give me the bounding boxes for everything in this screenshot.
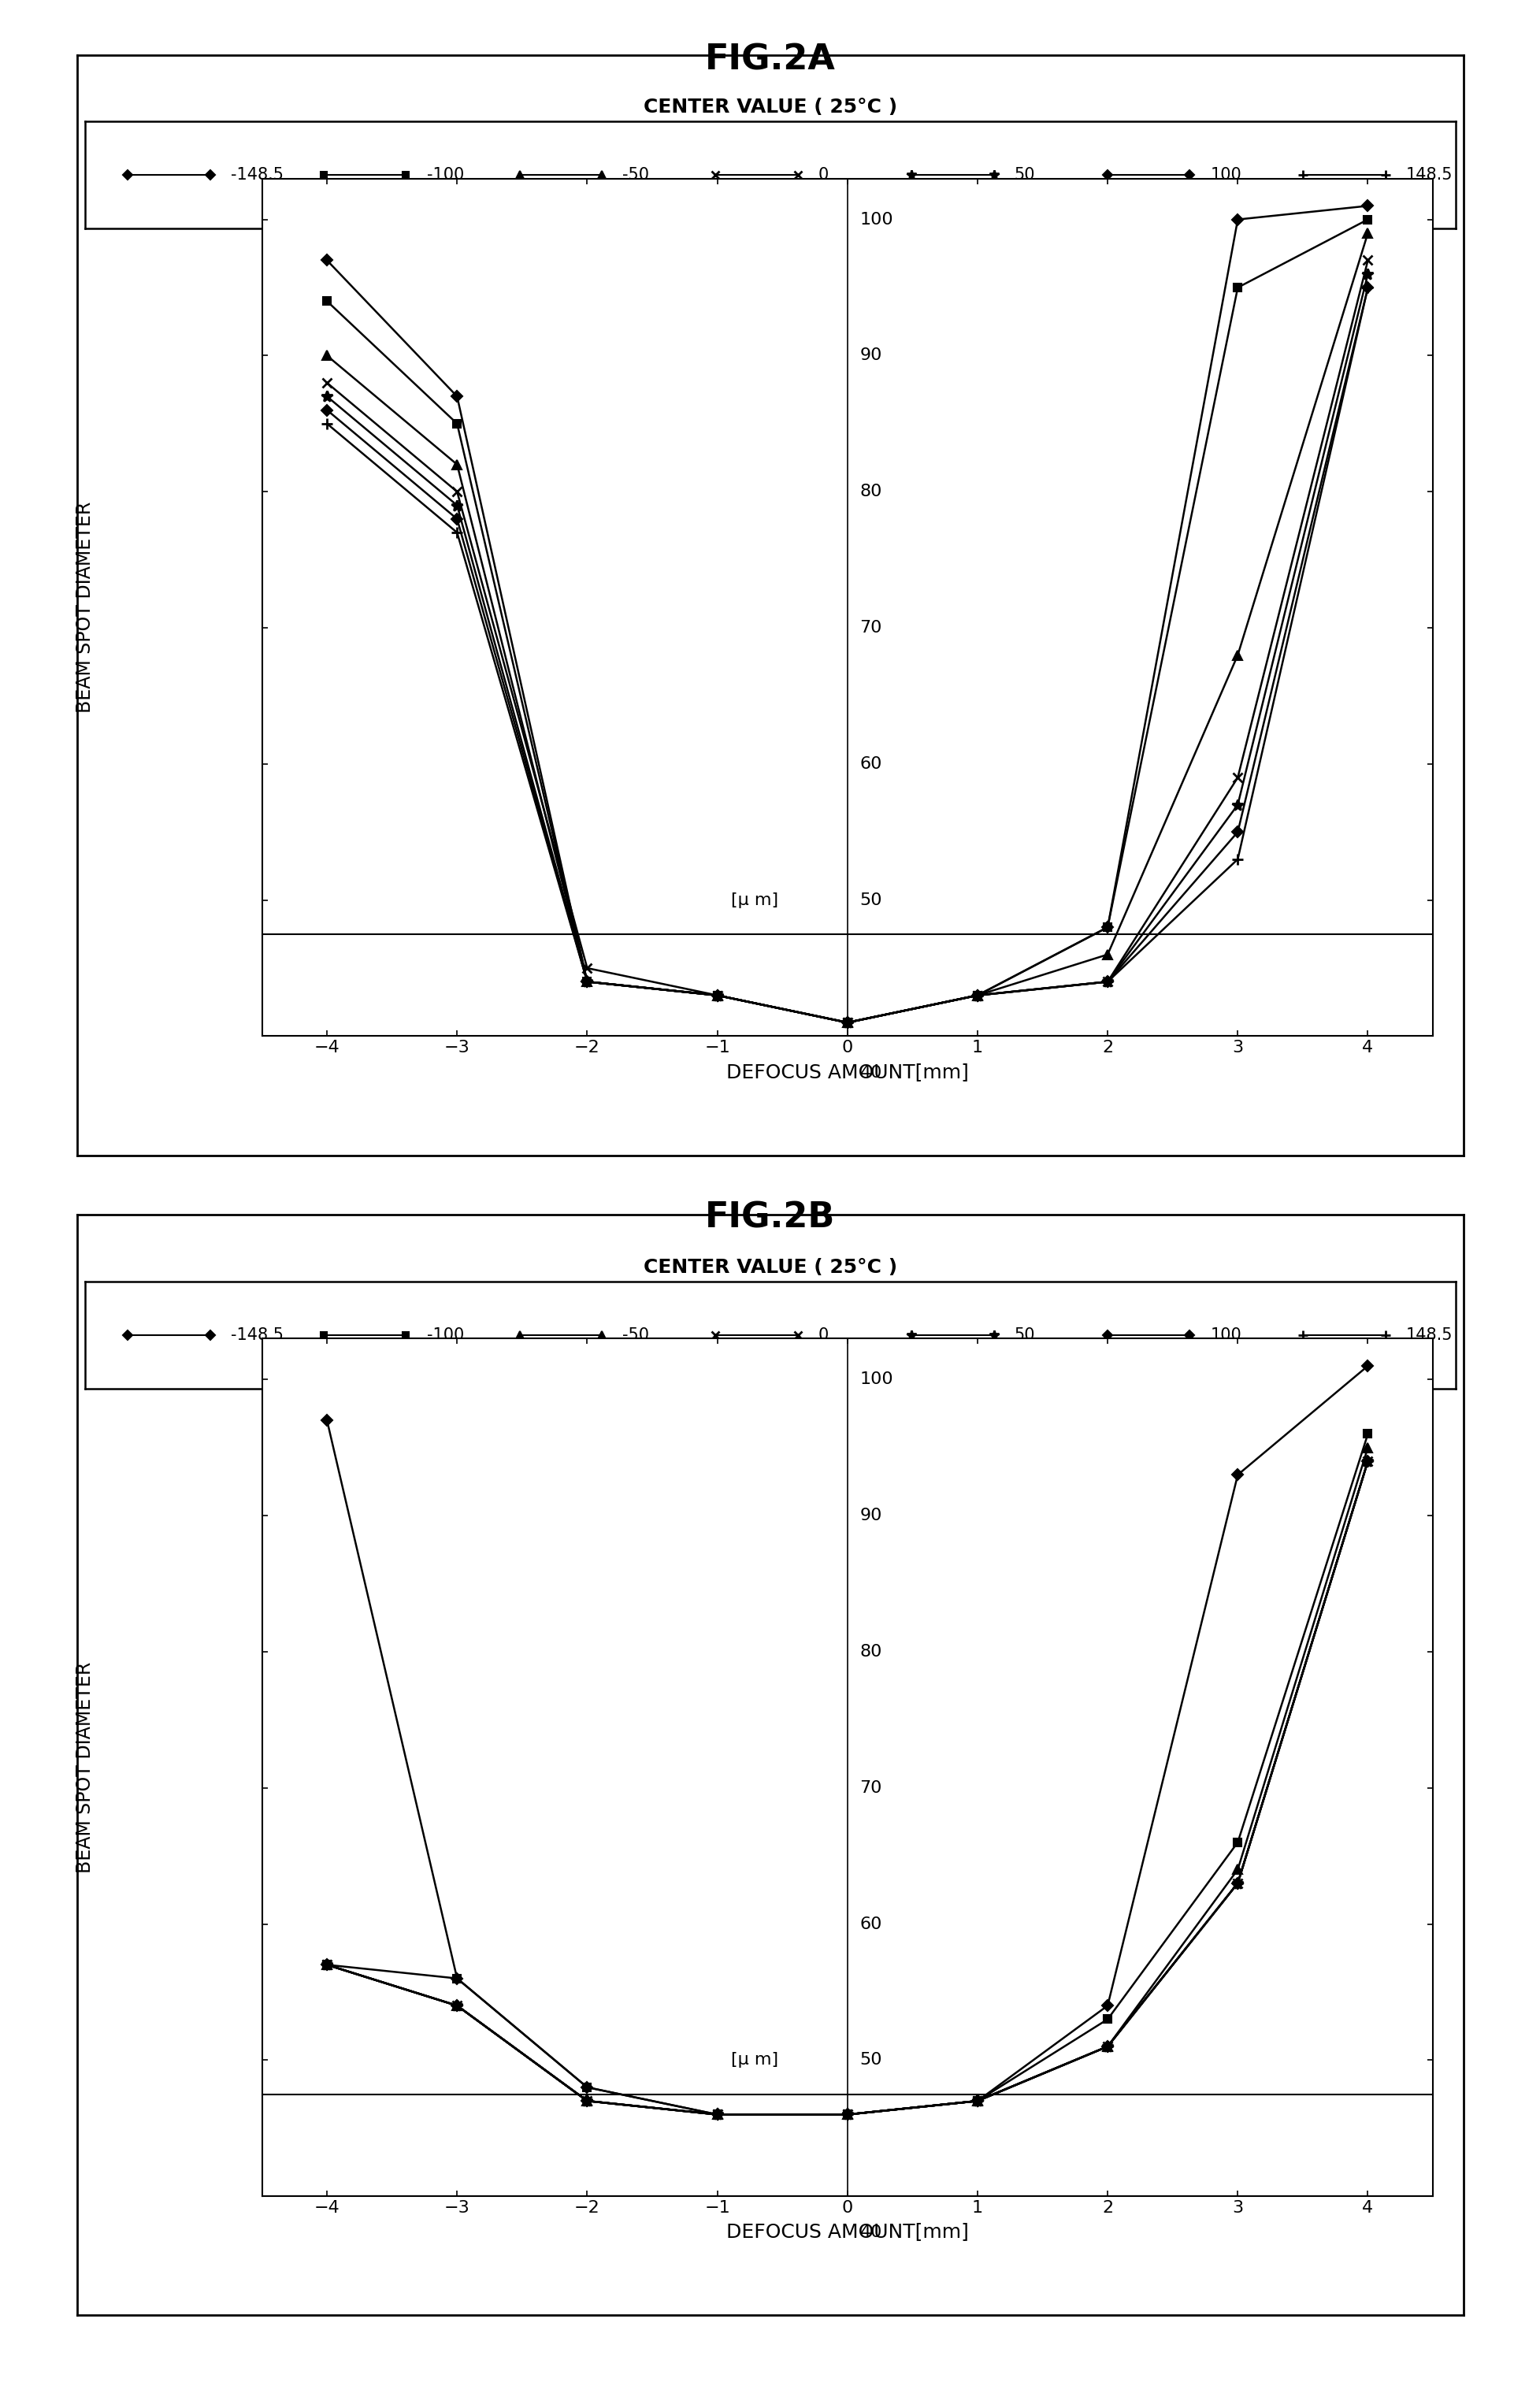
X-axis label: DEFOCUS AMOUNT[mm]: DEFOCUS AMOUNT[mm] xyxy=(725,2222,969,2241)
Text: 50: 50 xyxy=(1013,167,1035,183)
Text: 60: 60 xyxy=(859,755,882,772)
Text: 148.5: 148.5 xyxy=(1406,167,1452,183)
Text: 148.5: 148.5 xyxy=(1406,1327,1452,1343)
Text: FIG.2A: FIG.2A xyxy=(705,43,835,76)
Text: 0: 0 xyxy=(818,1327,829,1343)
Text: 100: 100 xyxy=(859,212,893,226)
X-axis label: DEFOCUS AMOUNT[mm]: DEFOCUS AMOUNT[mm] xyxy=(725,1062,969,1081)
Text: 70: 70 xyxy=(859,1779,882,1796)
Text: BEAM SPOT DIAMETER: BEAM SPOT DIAMETER xyxy=(75,503,94,712)
Text: 0: 0 xyxy=(818,167,829,183)
Text: CENTER VALUE ( 25°C ): CENTER VALUE ( 25°C ) xyxy=(644,1258,896,1277)
Text: CENTER VALUE ( 25°C ): CENTER VALUE ( 25°C ) xyxy=(644,98,896,117)
Text: 40: 40 xyxy=(859,1065,882,1081)
Text: 90: 90 xyxy=(859,348,882,364)
Text: 100: 100 xyxy=(859,1372,893,1386)
Text: 80: 80 xyxy=(859,484,882,500)
Text: 50: 50 xyxy=(1013,1327,1035,1343)
Text: [μ m]: [μ m] xyxy=(730,893,778,908)
Text: -148.5: -148.5 xyxy=(231,1327,283,1343)
Text: -50: -50 xyxy=(622,167,648,183)
Text: 80: 80 xyxy=(859,1644,882,1660)
Text: 40: 40 xyxy=(859,2225,882,2241)
Text: -100: -100 xyxy=(427,1327,464,1343)
Text: BEAM SPOT DIAMETER: BEAM SPOT DIAMETER xyxy=(75,1663,94,1872)
Text: 50: 50 xyxy=(859,893,882,908)
Text: 100: 100 xyxy=(1209,1327,1241,1343)
Text: [μ m]: [μ m] xyxy=(730,2053,778,2068)
Text: 50: 50 xyxy=(859,2053,882,2068)
Text: -100: -100 xyxy=(427,167,464,183)
Text: -148.5: -148.5 xyxy=(231,167,283,183)
Text: -50: -50 xyxy=(622,1327,648,1343)
Text: 100: 100 xyxy=(1209,167,1241,183)
Text: 90: 90 xyxy=(859,1508,882,1524)
Text: FIG.2B: FIG.2B xyxy=(705,1201,835,1234)
Text: 70: 70 xyxy=(859,619,882,636)
Text: 60: 60 xyxy=(859,1915,882,1932)
